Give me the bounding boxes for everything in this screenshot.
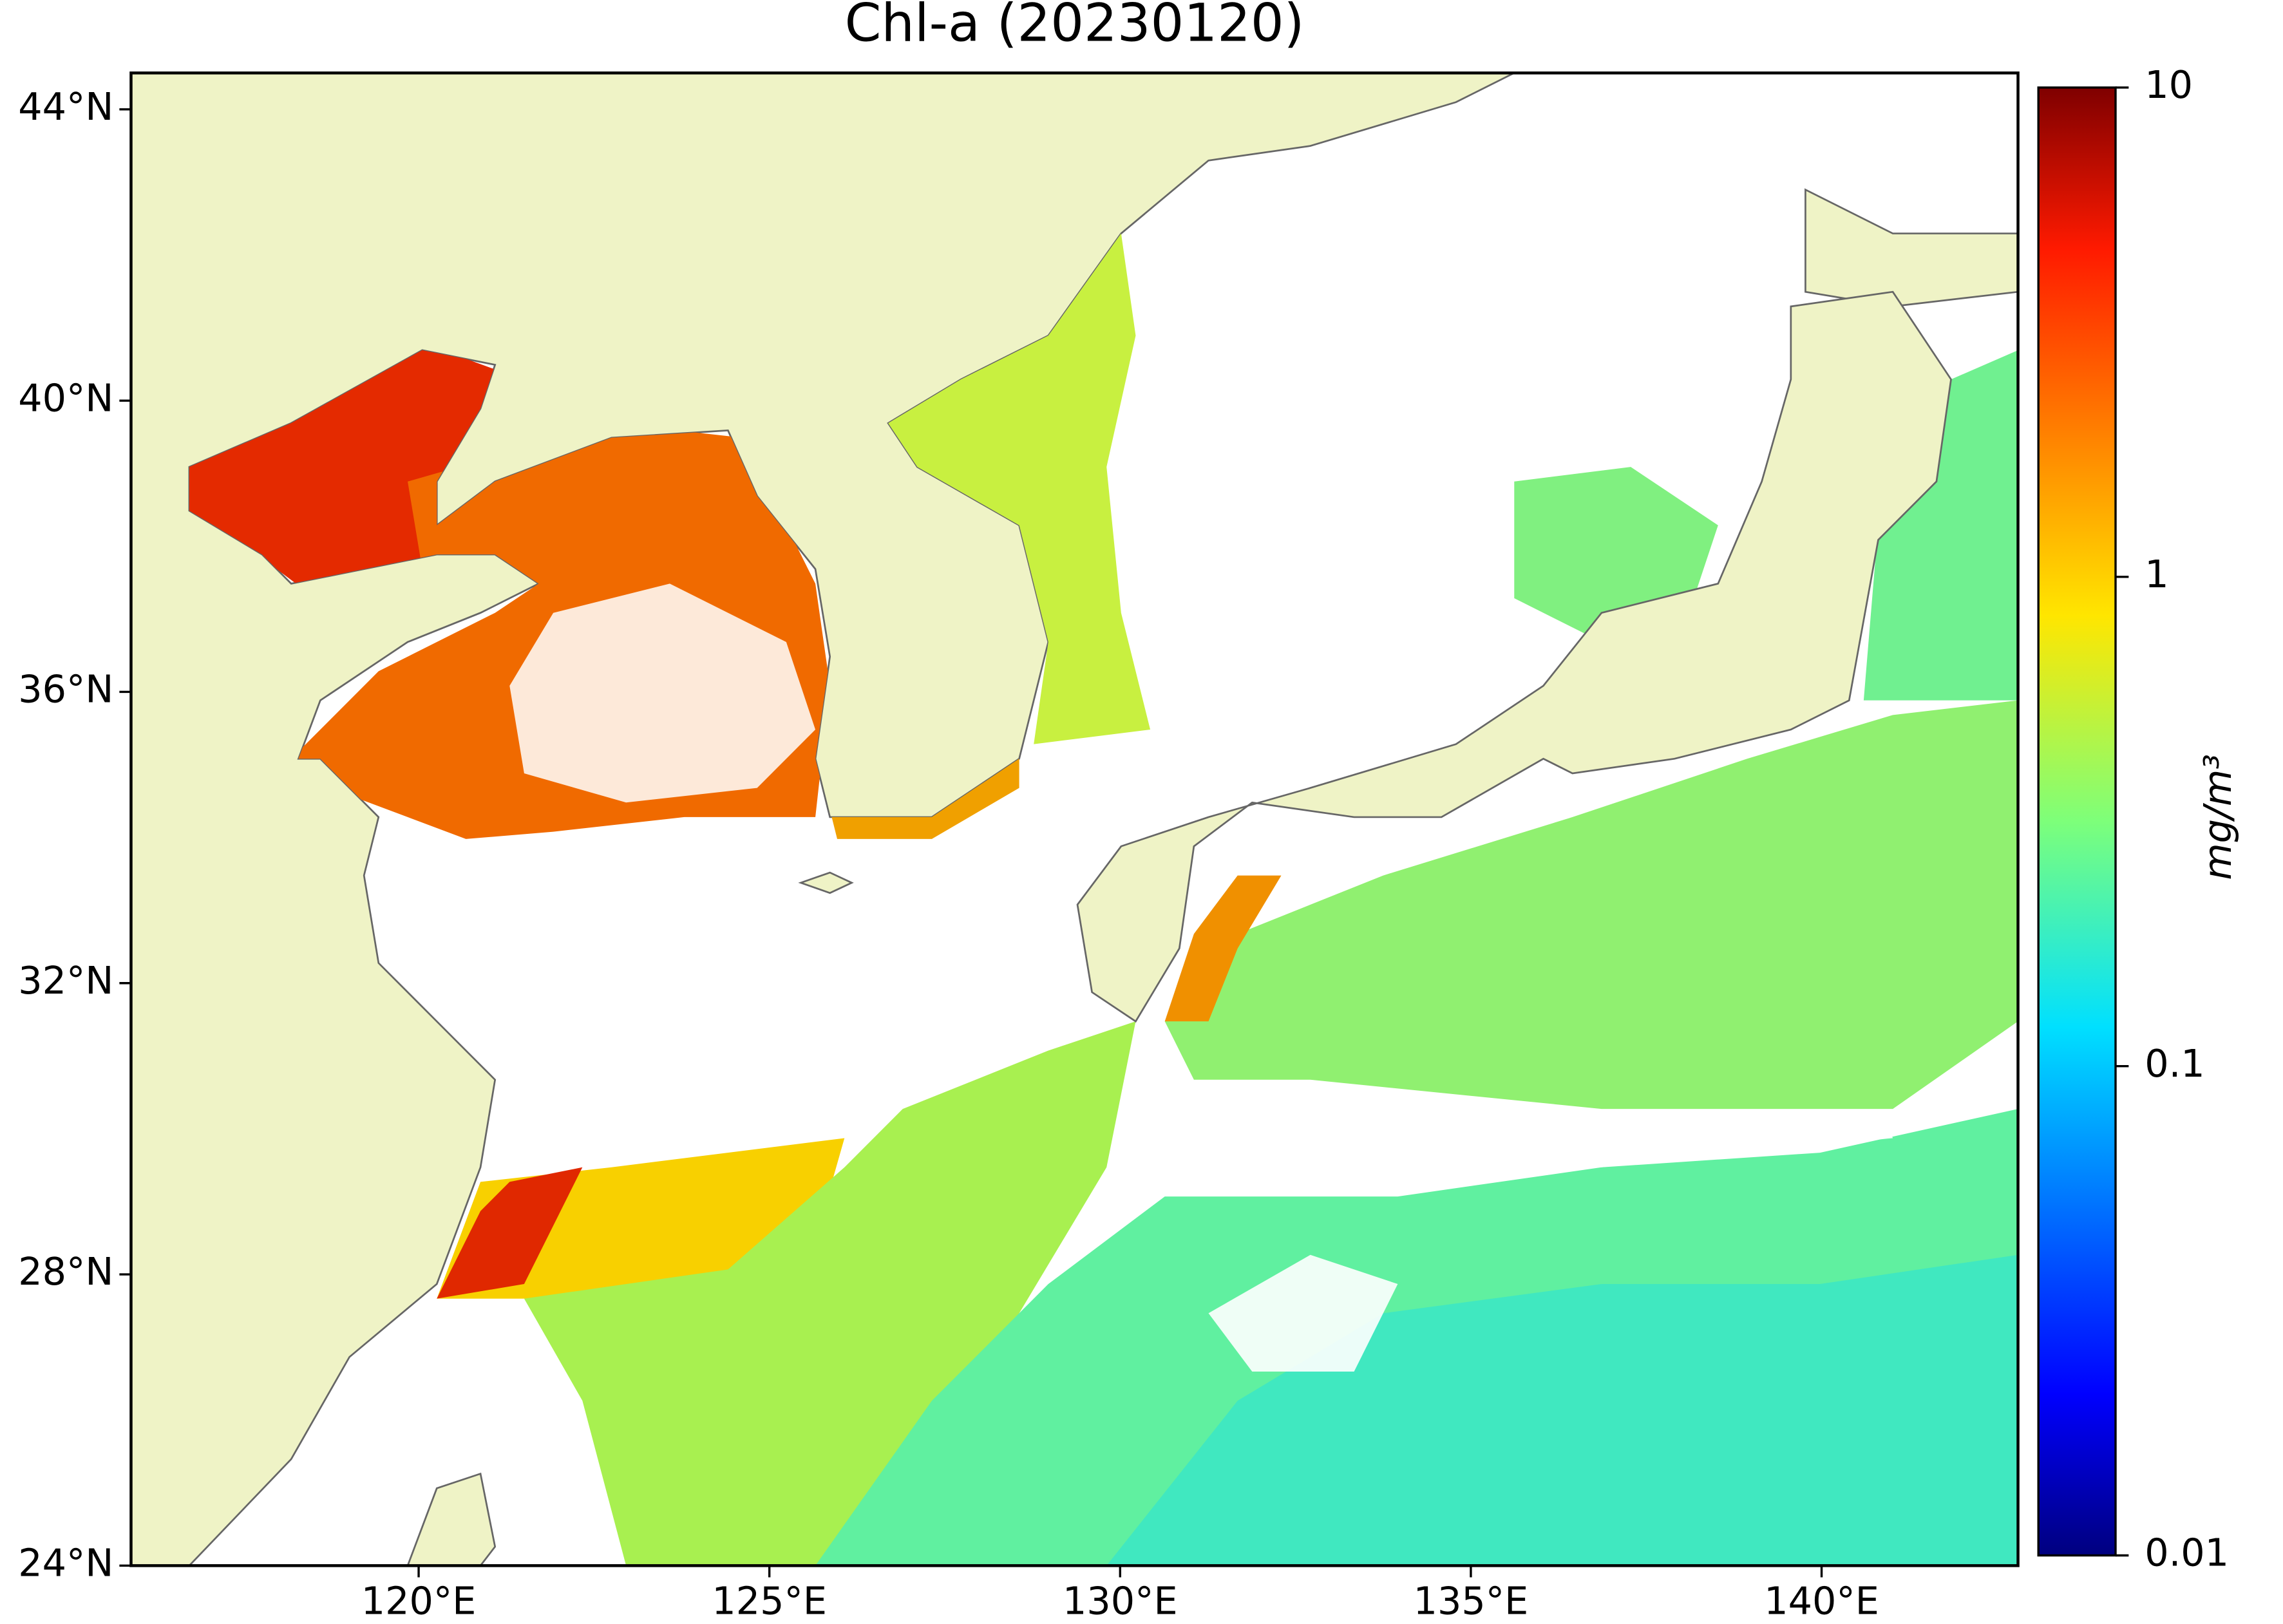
pacific-south-deep: [1106, 1254, 2018, 1566]
x-tick-label: 135°E: [1414, 1578, 1529, 1623]
y-tick-label: 40°N: [18, 375, 113, 420]
jeju: [798, 871, 854, 894]
colorbar-tick-label: 1: [2145, 552, 2168, 596]
cloud: [1208, 1254, 1398, 1372]
east-sea-strip: [888, 233, 1151, 744]
x-tick-label: 125°E: [712, 1578, 827, 1623]
chlorophyll-field: [189, 233, 2018, 1566]
map: [131, 73, 2018, 1566]
japan: [406, 188, 2018, 1566]
y-tick-label: 28°N: [18, 1249, 113, 1294]
colorbar-tick-label: 0.01: [2145, 1531, 2229, 1575]
pacific-north: [1863, 350, 2018, 701]
x-tick-label: 140°E: [1764, 1578, 1879, 1623]
colorbar-tick-label: 0.1: [2145, 1041, 2204, 1086]
taiwan: [406, 1472, 497, 1566]
cloud: [509, 583, 816, 803]
y-tick-label: 24°N: [18, 1540, 113, 1585]
kyushu-coast: [1164, 875, 1282, 1022]
plot-frame: [129, 71, 2020, 1567]
chart-title: Chl-a (20230120): [845, 0, 1305, 53]
y-tick-label: 44°N: [18, 84, 113, 129]
x-tick-label: 120°E: [361, 1578, 477, 1623]
x-tick-label: 130°E: [1063, 1578, 1178, 1623]
kuroshio: [1164, 700, 2018, 1109]
colorbar-label: mg/m³: [2195, 754, 2240, 880]
zhejiang-coast: [437, 1167, 583, 1299]
honshu: [1076, 290, 1952, 1023]
colorbar-tick-label: 10: [2145, 62, 2193, 107]
hokkaido: [1805, 188, 2018, 308]
ecs-shelf: [524, 1021, 1136, 1566]
y-tick-label: 32°N: [18, 958, 113, 1003]
colorbar: [2037, 86, 2117, 1557]
y-tick-label: 36°N: [18, 667, 113, 712]
